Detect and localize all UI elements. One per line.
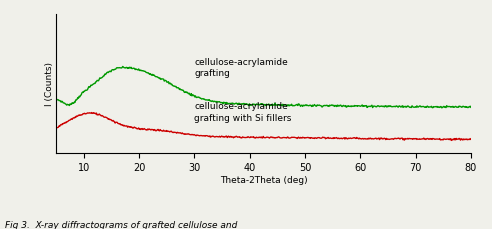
Y-axis label: I (Counts): I (Counts) (44, 62, 54, 106)
X-axis label: Theta-2Theta (deg): Theta-2Theta (deg) (220, 175, 308, 184)
Text: Fig 3.  X-ray diffractograms of grafted cellulose and: Fig 3. X-ray diffractograms of grafted c… (5, 220, 237, 229)
Text: cellulose-acrylamide
grafting with Si fillers: cellulose-acrylamide grafting with Si fi… (194, 102, 292, 122)
Text: cellulose-acrylamide
grafting: cellulose-acrylamide grafting (194, 58, 288, 78)
Text: 200–: 200– (0, 228, 1, 229)
Text: 200–: 200– (0, 228, 1, 229)
